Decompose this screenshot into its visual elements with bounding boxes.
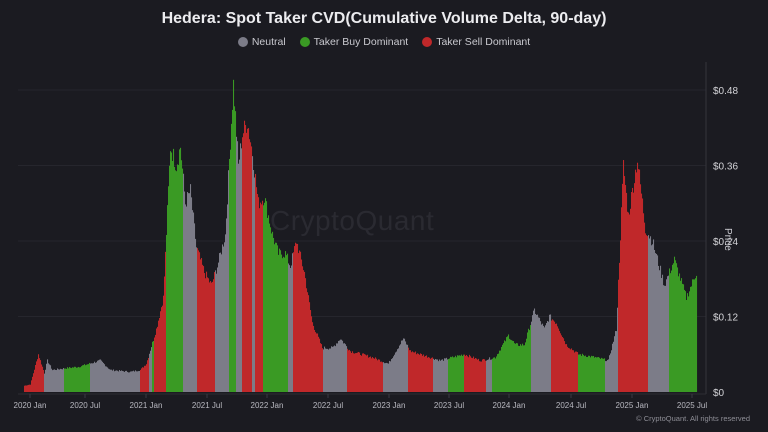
x-axis-ticks: 2020 Jan 2020 Jul 2021 Jan 2021 Jul 2022 Jan… bbox=[14, 394, 707, 410]
legend-label-sell: Taker Sell Dominant bbox=[436, 36, 531, 48]
y-tick-label: $0.48 bbox=[713, 86, 738, 97]
y-tick-label: $0.12 bbox=[713, 313, 738, 324]
sell-dot-icon bbox=[422, 37, 433, 47]
x-tick-label: 2024 Jul bbox=[556, 401, 586, 410]
x-tick-label: 2021 Jul bbox=[192, 401, 222, 410]
y-tick-label: $0.36 bbox=[713, 162, 738, 173]
x-tick-label: 2022 Jul bbox=[313, 401, 343, 410]
x-tick-label: 2022 Jan bbox=[251, 401, 284, 410]
grid-lines bbox=[18, 89, 706, 317]
cvd-bars bbox=[24, 79, 698, 393]
x-tick-label: 2024 Jan bbox=[493, 401, 526, 410]
y-tick-label: $0.24 bbox=[713, 237, 738, 248]
x-tick-label: 2025 Jan bbox=[616, 401, 649, 410]
x-tick-label: 2023 Jul bbox=[434, 401, 464, 410]
x-tick-label: 2021 Jan bbox=[130, 401, 163, 410]
buy-dot-icon bbox=[299, 37, 310, 47]
x-tick-label: 2020 Jan bbox=[14, 401, 47, 410]
copyright-footer: © CryptoQuant. All rights reserved bbox=[636, 414, 750, 423]
x-tick-label: 2023 Jan bbox=[373, 401, 406, 410]
legend-item-sell[interactable]: Taker Sell Dominant bbox=[422, 36, 530, 48]
x-tick-label: 2025 Jul bbox=[677, 401, 707, 410]
watermark: CryptoQuant bbox=[270, 205, 435, 236]
chart-title: Hedera: Spot Taker CVD(Cumulative Volume… bbox=[161, 10, 607, 27]
y-axis-ticks: $0 $0.12 $0.24 $0.36 $0.48 bbox=[713, 86, 738, 399]
legend-label-neutral: Neutral bbox=[251, 36, 286, 48]
legend-label-buy: Taker Buy Dominant bbox=[313, 36, 409, 48]
y-tick-label: $0 bbox=[713, 388, 725, 399]
legend-item-neutral[interactable]: Neutral bbox=[237, 36, 286, 48]
neutral-dot-icon bbox=[237, 37, 248, 47]
y-axis-label: Price bbox=[722, 228, 733, 251]
chart-legend: Neutral Taker Buy Dominant Taker Sell Do… bbox=[0, 36, 768, 48]
x-tick-label: 2020 Jul bbox=[70, 401, 100, 410]
legend-item-buy[interactable]: Taker Buy Dominant bbox=[299, 36, 409, 48]
